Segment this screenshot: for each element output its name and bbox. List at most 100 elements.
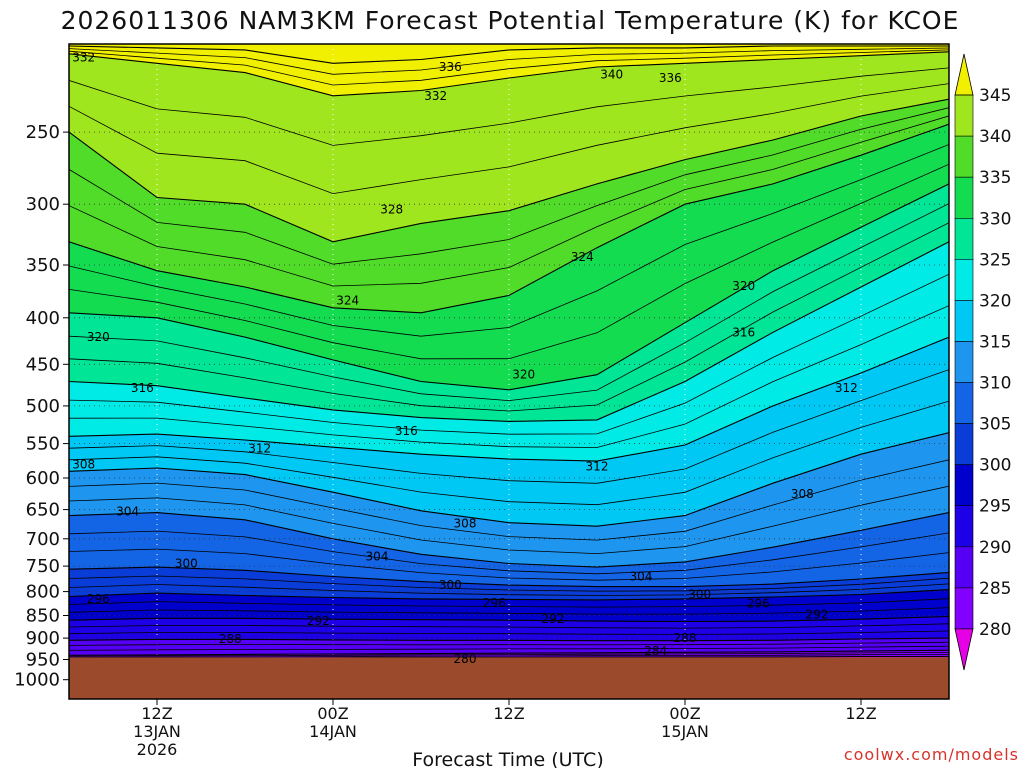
contour-line-minor (69, 575, 949, 592)
x-tick-label: 00Z (669, 704, 700, 723)
contour-label: 312 (586, 460, 609, 474)
contour-line-312 (69, 336, 949, 462)
contour-line-328 (69, 98, 949, 243)
y-tick-label: 1000 (14, 670, 60, 691)
contour-line-minor (69, 583, 949, 596)
legend-swatch-top (954, 53, 974, 96)
contour-label: 340 (600, 67, 623, 81)
x-tick-label: 12Z (141, 704, 172, 723)
contour-label: 332 (72, 51, 95, 65)
x-tick-label: 12Z (845, 704, 876, 723)
contour-line-324 (69, 123, 949, 314)
legend-label: 310 (979, 374, 1011, 394)
plot-area: 332 336 340 336 332 328 324 320 324 316 320 320 316 3… (68, 43, 950, 700)
legend-label: 305 (979, 415, 1011, 435)
contour-label: 288 (219, 632, 242, 646)
contour-label: 288 (674, 631, 697, 645)
contour-line-288 (69, 637, 949, 642)
contour-label: 280 (454, 652, 477, 666)
contour-line-316 (69, 241, 949, 422)
contour-line-minor (69, 49, 949, 86)
contour-label: 300 (439, 578, 462, 592)
y-tick-label: 300 (26, 194, 60, 215)
contour-label: 320 (87, 330, 110, 344)
contour-label: 296 (747, 597, 770, 611)
legend-swatch (954, 546, 974, 589)
contour-line-minor (69, 598, 949, 608)
contour-label: 316 (131, 381, 154, 395)
legend-swatch (954, 382, 974, 424)
contour-line-minor (69, 115, 949, 287)
ground-layer (69, 657, 949, 699)
x-tick-label: 00Z (317, 704, 348, 723)
legend-label: 295 (979, 497, 1011, 517)
x-tick-label: 2026 (137, 740, 178, 759)
y-tick-label: 550 (26, 434, 60, 455)
contour-label: 296 (483, 596, 506, 610)
x-tick-label: 14JAN (309, 722, 357, 741)
contour-line-minor (69, 144, 949, 337)
y-tick-label: 400 (26, 308, 60, 329)
y-tick-label: 250 (26, 122, 60, 143)
contour-label: 320 (512, 368, 535, 382)
x-tick-label: 15JAN (661, 722, 709, 741)
contour-label: 316 (732, 325, 755, 339)
legend-swatch (954, 218, 974, 260)
contour-line-300 (69, 566, 949, 588)
y-axis: 2503003504004505005506006507007508008509… (14, 122, 69, 691)
contour-label: 292 (307, 614, 330, 628)
contour-label: 304 (116, 504, 139, 518)
legend-label: 285 (979, 579, 1011, 599)
contour-line-minor (69, 485, 949, 555)
y-tick-label: 350 (26, 255, 60, 276)
contour-line-minor (69, 654, 949, 658)
legend-swatch (954, 423, 974, 466)
y-tick-label: 600 (26, 468, 60, 489)
legend-swatch (954, 135, 974, 178)
contour-line-minor (69, 607, 949, 615)
legend-swatch-bottom (954, 628, 974, 671)
y-tick-label: 800 (26, 582, 60, 603)
contour-label: 308 (72, 458, 95, 472)
legend-swatch (954, 505, 974, 548)
contour-label: 292 (806, 608, 829, 622)
legend-swatch (954, 587, 974, 630)
contour-line-332 (69, 51, 949, 97)
contour-label: 308 (454, 516, 477, 530)
x-axis-title: Forecast Time (UTC) (412, 749, 603, 768)
contour-line-minor (69, 67, 949, 146)
y-tick-label: 650 (26, 500, 60, 521)
contour-label: 324 (336, 294, 359, 308)
contour-label: 336 (659, 71, 682, 85)
legend-label: 300 (979, 456, 1011, 476)
y-tick-label: 950 (26, 650, 60, 671)
contour-label: 324 (571, 250, 594, 264)
y-tick-label: 750 (26, 556, 60, 577)
contour-line-minor (69, 47, 949, 75)
legend-label: 290 (979, 538, 1011, 558)
legend-label: 340 (979, 127, 1011, 147)
contour-line-minor (69, 83, 949, 195)
contour-label: 328 (380, 202, 403, 216)
y-tick-label: 500 (26, 396, 60, 417)
color-legend: 345 340 335 330 325 320 315 310 305 300 295 290 285 2… (954, 53, 1011, 671)
contour-line-minor (69, 459, 949, 541)
contour-line-minor (69, 107, 949, 265)
contour-labels: 332 336 340 336 332 328 324 320 324 316 320 320 316 3… (72, 51, 858, 666)
legend-label: 280 (979, 620, 1011, 640)
contour-line-minor (69, 222, 949, 412)
contour-label: 304 (366, 550, 389, 564)
contour-line-minor (69, 630, 949, 635)
contour-line-minor (69, 530, 949, 575)
y-tick-label: 700 (26, 529, 60, 550)
contour-label: 336 (439, 60, 462, 74)
contour-line-minor (69, 273, 949, 435)
contour-line-minor (69, 369, 949, 484)
contour-line-308 (69, 432, 949, 527)
legend-swatch (954, 94, 974, 137)
contour-line-minor (69, 163, 949, 360)
contour-line-minor (69, 203, 949, 402)
